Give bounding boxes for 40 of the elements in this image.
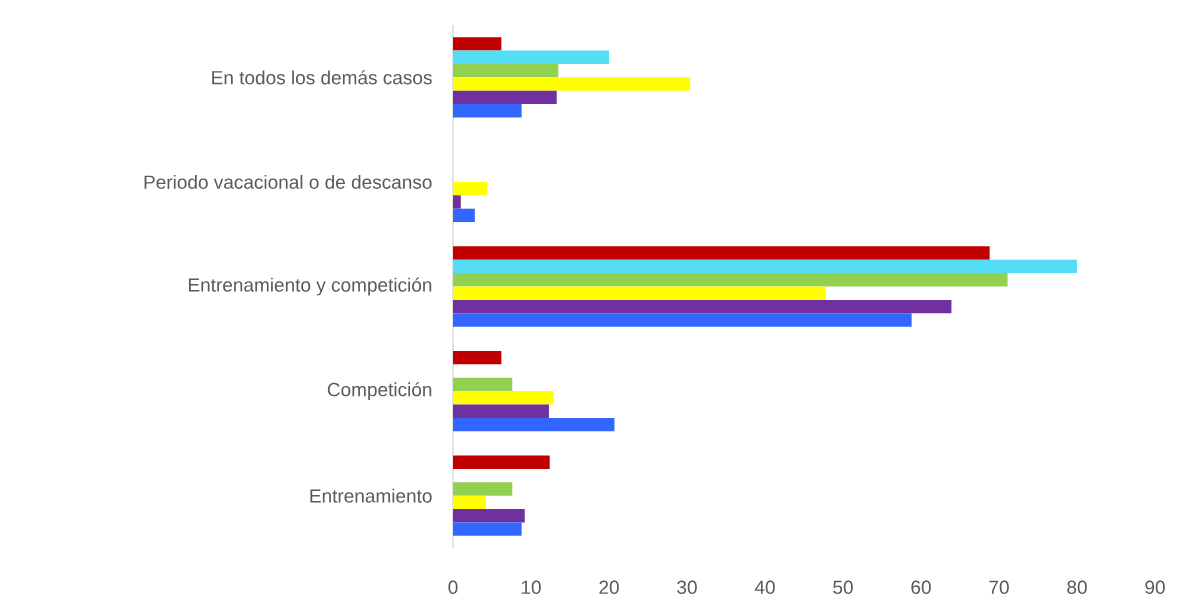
bar <box>453 259 1077 274</box>
x-tick-label: 20 <box>599 580 619 594</box>
bar <box>453 50 610 64</box>
bar <box>453 90 557 105</box>
bar <box>453 63 559 78</box>
x-tick-label: 50 <box>833 580 853 594</box>
bar <box>453 404 549 418</box>
bar <box>453 391 554 405</box>
bar <box>453 350 502 365</box>
x-tick-label: 30 <box>677 580 697 594</box>
bar <box>453 509 525 523</box>
bar <box>453 286 826 300</box>
bar <box>453 104 522 118</box>
bar <box>453 299 952 314</box>
y-tick-label: Entrenamiento y competición <box>189 277 432 296</box>
bar <box>453 208 475 223</box>
x-tick-label: 70 <box>989 580 1009 594</box>
bar <box>453 181 488 196</box>
bar <box>453 273 1008 287</box>
bar <box>453 455 550 469</box>
x-tick-label: 60 <box>911 580 931 594</box>
y-tick-label: En todos los demás casos <box>212 70 432 85</box>
x-tick-label: 10 <box>521 580 541 594</box>
bar <box>453 246 990 260</box>
bar <box>453 37 502 51</box>
bar <box>453 313 912 327</box>
x-tick-label: 80 <box>1067 580 1087 594</box>
bar <box>453 77 691 91</box>
bar <box>453 195 461 209</box>
bar <box>453 522 522 536</box>
x-tick-label: 0 <box>448 580 458 594</box>
y-tick-label: Competición <box>327 382 432 401</box>
y-tick-label: Periodo vacacional o de descanso <box>144 174 432 189</box>
bar <box>453 482 513 496</box>
x-tick-label: 40 <box>754 580 775 594</box>
bar <box>453 417 615 432</box>
y-tick-label: Entrenamiento <box>310 488 432 503</box>
bar <box>453 377 513 392</box>
bar <box>453 495 486 510</box>
x-tick-label: 90 <box>1145 580 1165 594</box>
